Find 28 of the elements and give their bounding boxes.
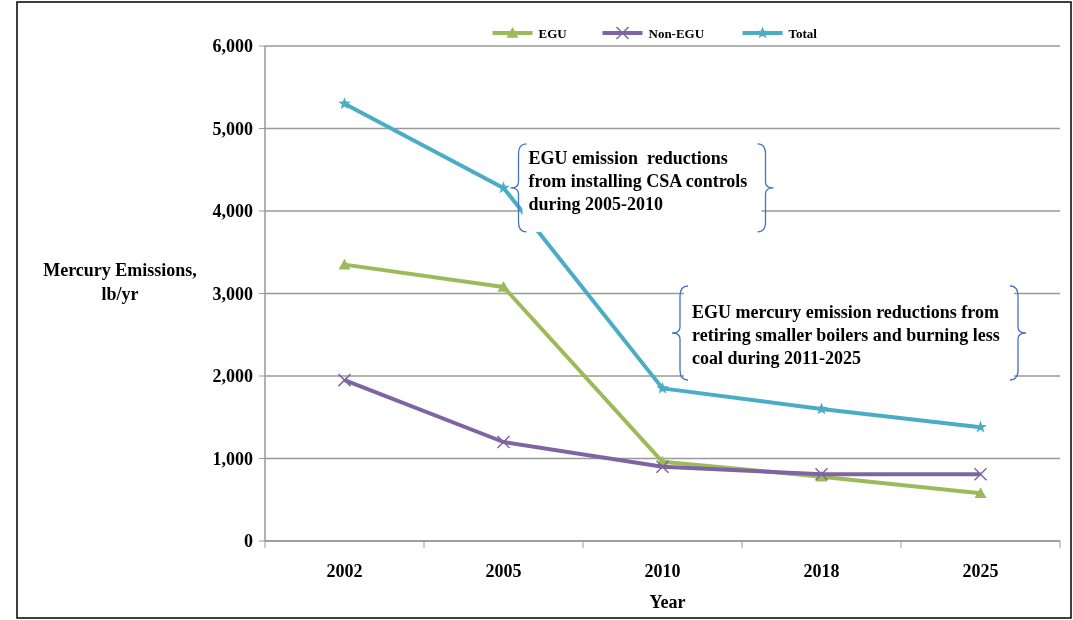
y-tick-label: 6,000 (212, 36, 253, 57)
annotation: EGU emission reductions from installing CSA controls during 2005-2010 (528, 147, 748, 214)
annotation: EGU mercury emission reductions from retiring smaller boilers and burning less coal during 2011-2025 (692, 302, 1000, 368)
y-tick-label: 1,000 (212, 448, 253, 469)
point (338, 97, 351, 110)
point (496, 435, 511, 449)
point (497, 280, 510, 292)
point (338, 258, 351, 270)
y-tick-label: 0 (244, 531, 253, 552)
point (655, 460, 670, 474)
point (974, 487, 987, 498)
legend-label: Non-EGU (648, 25, 705, 41)
x-tick-label: 2002 (326, 561, 363, 581)
legend-label: Total (788, 25, 818, 41)
x-tick-label: 2005 (485, 561, 522, 581)
x-tick-label: 2018 (803, 561, 840, 581)
x-axis-title: Year (649, 592, 686, 612)
point (656, 381, 669, 394)
y-tick-label: 3,000 (212, 283, 253, 304)
y-tick-label: 2,000 (212, 366, 253, 387)
x-tick-label: 2010 (644, 561, 681, 581)
y-tick-label: 5,000 (212, 118, 253, 139)
point (337, 373, 352, 387)
point (973, 467, 988, 481)
y-tick-label: 4,000 (212, 201, 253, 222)
legend-label: EGU (538, 25, 568, 41)
y-axis-title: Mercury Emissions, lb/yr (43, 260, 197, 304)
x-tick-label: 2025 (962, 561, 999, 581)
